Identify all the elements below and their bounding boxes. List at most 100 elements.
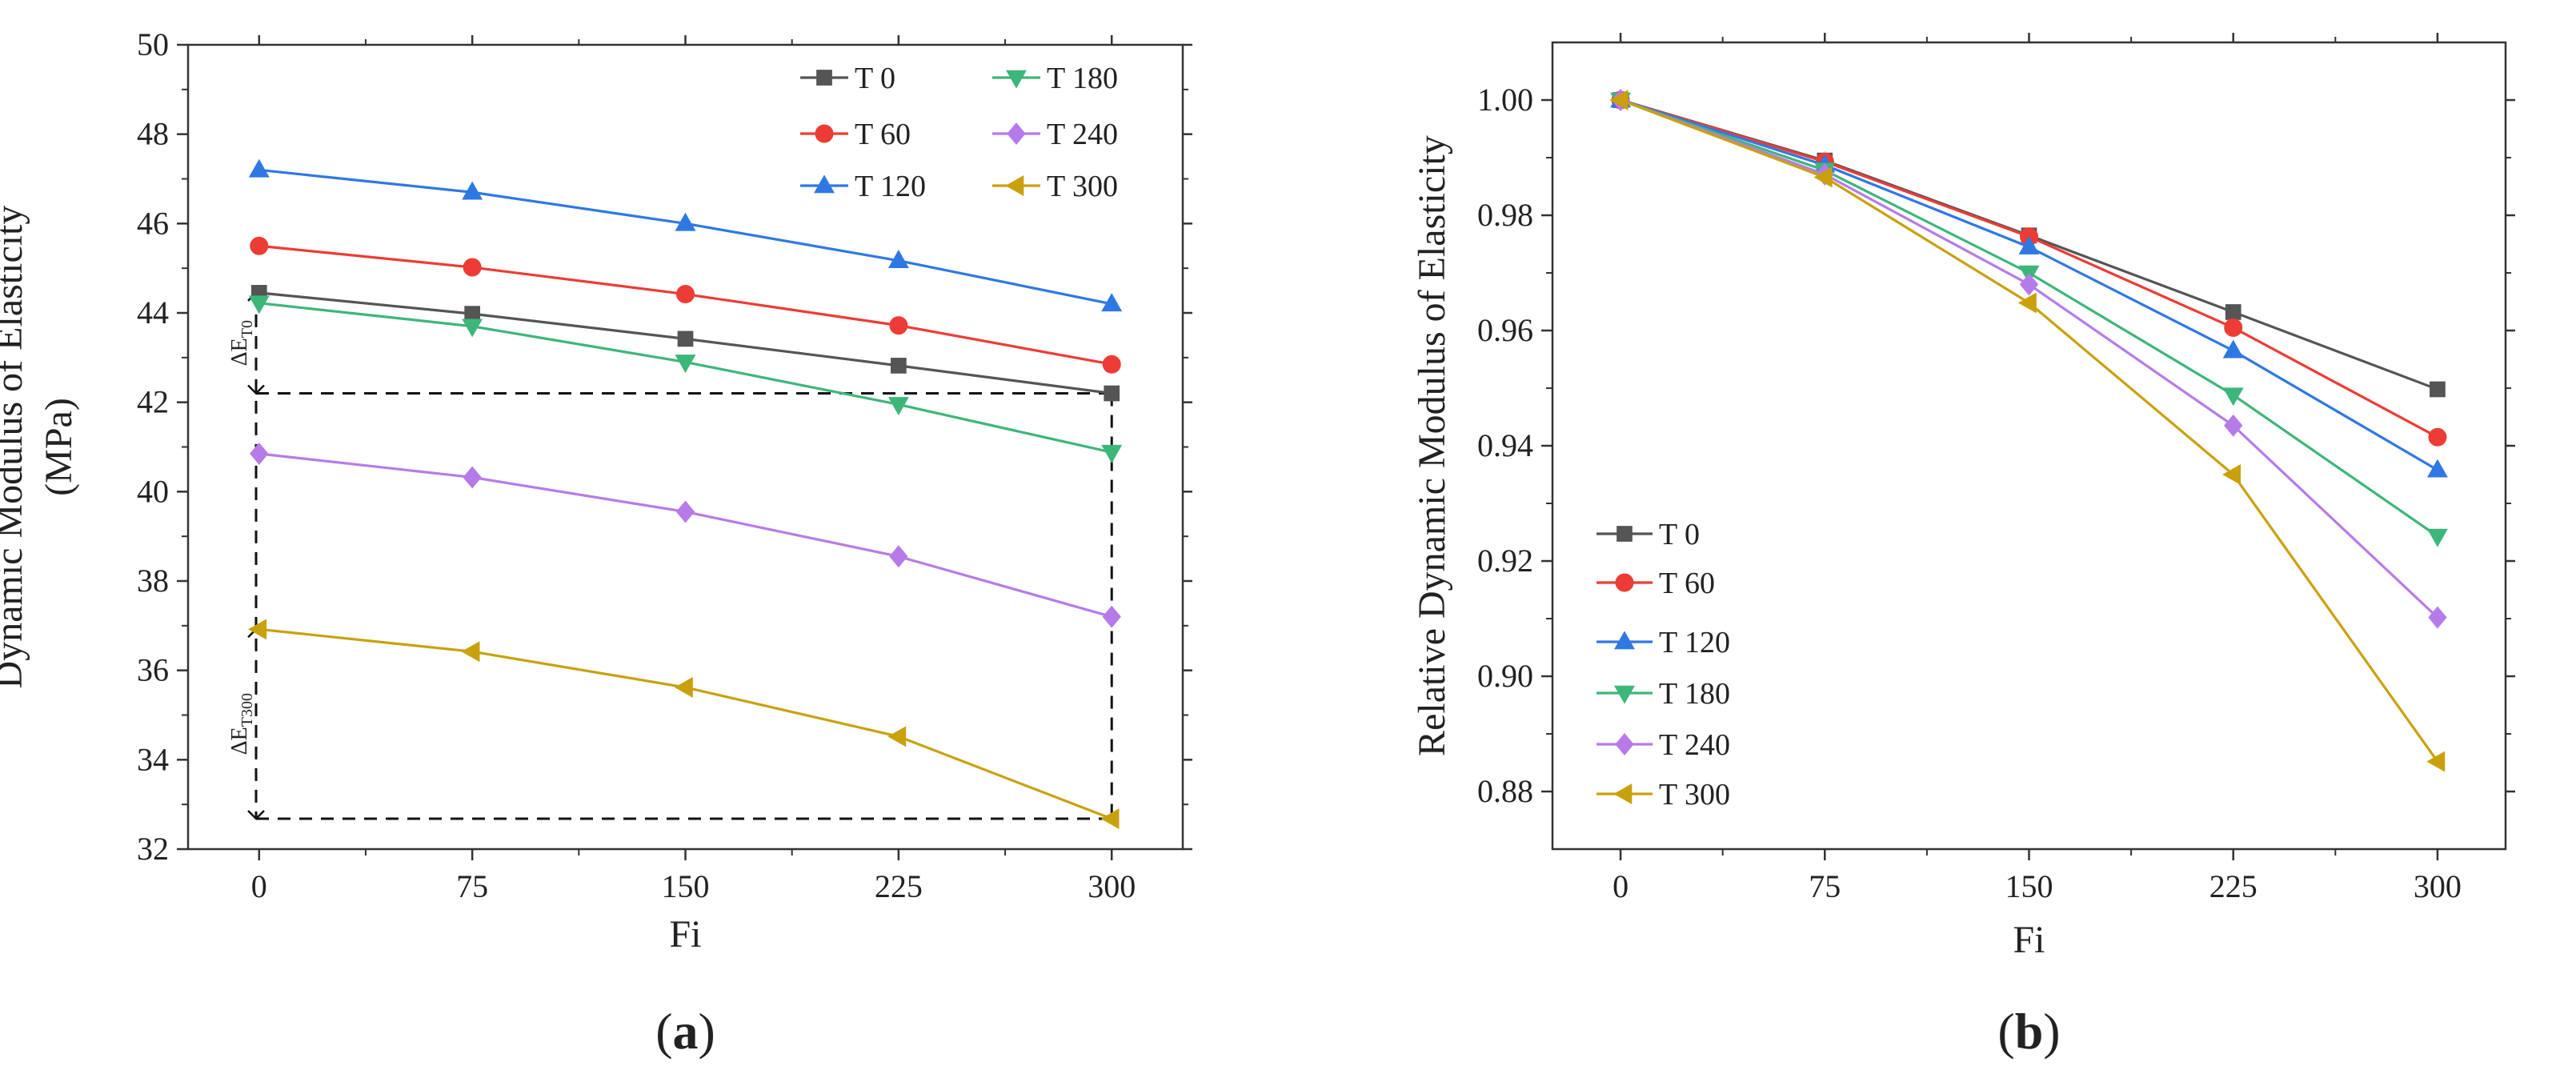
x-tick-label: 300 bbox=[1088, 868, 1136, 904]
y-axis-title: (MPa) bbox=[38, 398, 80, 496]
data-point bbox=[1813, 166, 1833, 188]
data-point bbox=[462, 319, 483, 338]
y-tick-label: 0.98 bbox=[1477, 197, 1533, 233]
data-point bbox=[677, 331, 694, 347]
data-point bbox=[462, 181, 483, 200]
dimension-arrow-bottom bbox=[247, 384, 265, 395]
data-point bbox=[1100, 808, 1120, 829]
data-point bbox=[891, 358, 907, 374]
data-point bbox=[1609, 90, 1629, 110]
data-point bbox=[2222, 464, 2241, 485]
y-tick-label: 36 bbox=[137, 652, 169, 688]
data-point bbox=[2019, 273, 2039, 296]
y-tick-label: 44 bbox=[137, 295, 169, 331]
data-point bbox=[887, 397, 909, 416]
legend-marker bbox=[1006, 70, 1027, 89]
data-point bbox=[1101, 293, 1123, 312]
y-tick-label: 38 bbox=[137, 563, 169, 599]
y-tick-label: 40 bbox=[137, 473, 169, 509]
x-tick-label: 150 bbox=[2005, 868, 2053, 904]
x-tick-label: 75 bbox=[456, 868, 488, 904]
data-point bbox=[461, 641, 480, 663]
legend-label: T 120 bbox=[1659, 626, 1730, 659]
data-point bbox=[887, 726, 907, 747]
series-line-t120 bbox=[258, 168, 1112, 306]
legend-marker bbox=[1615, 733, 1634, 755]
data-point bbox=[674, 676, 693, 698]
y-tick-label: 0.94 bbox=[1477, 427, 1533, 463]
data-point bbox=[1104, 385, 1120, 402]
legend-label: T 240 bbox=[1659, 728, 1730, 762]
y-tick-label: 0.88 bbox=[1477, 773, 1533, 809]
legend-label: T 0 bbox=[1659, 518, 1700, 551]
legend-marker bbox=[1614, 631, 1635, 650]
y-tick-label: 50 bbox=[137, 26, 169, 62]
data-point bbox=[248, 158, 270, 178]
data-point bbox=[889, 316, 908, 335]
y-tick-label: 34 bbox=[137, 741, 169, 777]
legend-label: T 180 bbox=[1047, 62, 1118, 95]
data-point bbox=[250, 236, 269, 255]
dimension-arrow-bottom bbox=[247, 810, 265, 820]
y-tick-label: 1.00 bbox=[1477, 82, 1533, 118]
x-tick-label: 225 bbox=[2209, 868, 2258, 904]
legend-marker bbox=[1617, 526, 1633, 542]
y-tick-label: 48 bbox=[137, 116, 169, 152]
legend-label: T 60 bbox=[1659, 567, 1715, 600]
series-line-t180 bbox=[1620, 98, 2438, 538]
data-point bbox=[463, 466, 482, 489]
x-tick-label: 150 bbox=[662, 868, 710, 904]
data-point bbox=[2017, 292, 2037, 314]
legend-marker bbox=[1614, 685, 1635, 704]
legend-marker bbox=[814, 174, 835, 194]
data-point bbox=[2225, 304, 2241, 320]
data-point bbox=[2222, 339, 2244, 359]
x-tick-label: 300 bbox=[2414, 868, 2462, 904]
data-point bbox=[2224, 414, 2243, 437]
x-axis-title: Fi bbox=[2013, 919, 2045, 961]
data-point bbox=[2224, 318, 2243, 337]
chart-panel-a: 0 75 150 225 300 32 34 36 38 40 42 44 46 48 50 Fi Dynami… bbox=[0, 26, 1192, 1060]
panel-label: (b) bbox=[1997, 1003, 2060, 1060]
data-point bbox=[2018, 235, 2040, 254]
series-line-t300 bbox=[258, 627, 1112, 820]
data-point bbox=[675, 212, 696, 231]
legend-label: T 120 bbox=[855, 170, 926, 203]
data-point bbox=[2426, 751, 2446, 772]
legend-marker bbox=[1613, 783, 1633, 804]
legend-marker bbox=[816, 70, 832, 86]
delta-e-label: ΔET0 bbox=[227, 320, 256, 366]
data-point bbox=[676, 285, 695, 304]
legend-label: T 300 bbox=[1047, 170, 1118, 203]
legend-marker bbox=[1615, 573, 1634, 592]
data-point bbox=[463, 258, 482, 277]
x-tick-label: 75 bbox=[1809, 868, 1841, 904]
series-line-t240 bbox=[258, 452, 1112, 619]
data-point bbox=[248, 619, 267, 640]
data-point bbox=[675, 500, 695, 523]
series-line-t240 bbox=[1620, 98, 2439, 619]
x-tick-label: 225 bbox=[875, 868, 923, 904]
data-point bbox=[1102, 605, 1121, 628]
x-tick-label: 0 bbox=[251, 868, 267, 904]
y-axis-title: Dynamic Modulus of Elasticity bbox=[0, 206, 30, 689]
legend-label: T 0 bbox=[855, 62, 895, 95]
data-point bbox=[2426, 459, 2448, 478]
y-tick-label: 0.96 bbox=[1477, 312, 1533, 348]
panel-label: (a) bbox=[655, 1003, 715, 1060]
legend-label: T 240 bbox=[1047, 118, 1118, 151]
y-tick-label: 42 bbox=[137, 384, 169, 420]
data-point bbox=[2428, 606, 2447, 629]
legend-marker bbox=[815, 124, 834, 143]
data-point bbox=[2222, 387, 2244, 407]
delta-e-label: ΔET300 bbox=[227, 693, 256, 755]
legend-label: T 180 bbox=[1659, 677, 1730, 711]
y-axis-title: Relative Dynamic Modulus of Elasticity bbox=[1411, 135, 1453, 756]
x-axis-title: Fi bbox=[669, 913, 701, 956]
legend-label: T 60 bbox=[855, 118, 911, 151]
chart-panel-b: 0 75 150 225 300 0.88 0.90 0.92 0.94 0.96 0.98 1.00… bbox=[1411, 33, 2515, 1060]
legend-marker bbox=[1005, 175, 1024, 196]
data-point bbox=[889, 545, 908, 568]
y-tick-label: 0.92 bbox=[1477, 543, 1533, 579]
series-line-t300 bbox=[1620, 98, 2439, 763]
